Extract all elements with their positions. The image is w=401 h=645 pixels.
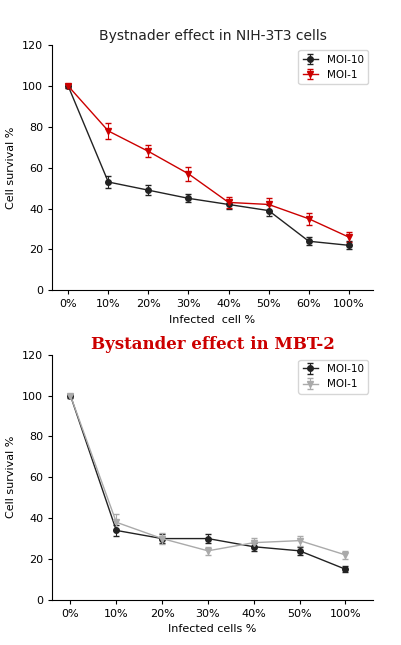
X-axis label: Infected  cell %: Infected cell % [170, 315, 255, 325]
Title: Bystander effect in MBT-2: Bystander effect in MBT-2 [91, 336, 334, 353]
Legend: MOI-10, MOI-1: MOI-10, MOI-1 [298, 360, 368, 393]
Legend: MOI-10, MOI-1: MOI-10, MOI-1 [298, 50, 368, 84]
Title: Bystnader effect in NIH-3T3 cells: Bystnader effect in NIH-3T3 cells [99, 28, 326, 43]
X-axis label: Infected cells %: Infected cells % [168, 624, 257, 635]
Y-axis label: Cell survival %: Cell survival % [6, 436, 16, 519]
Y-axis label: Cell survival %: Cell survival % [6, 126, 16, 209]
